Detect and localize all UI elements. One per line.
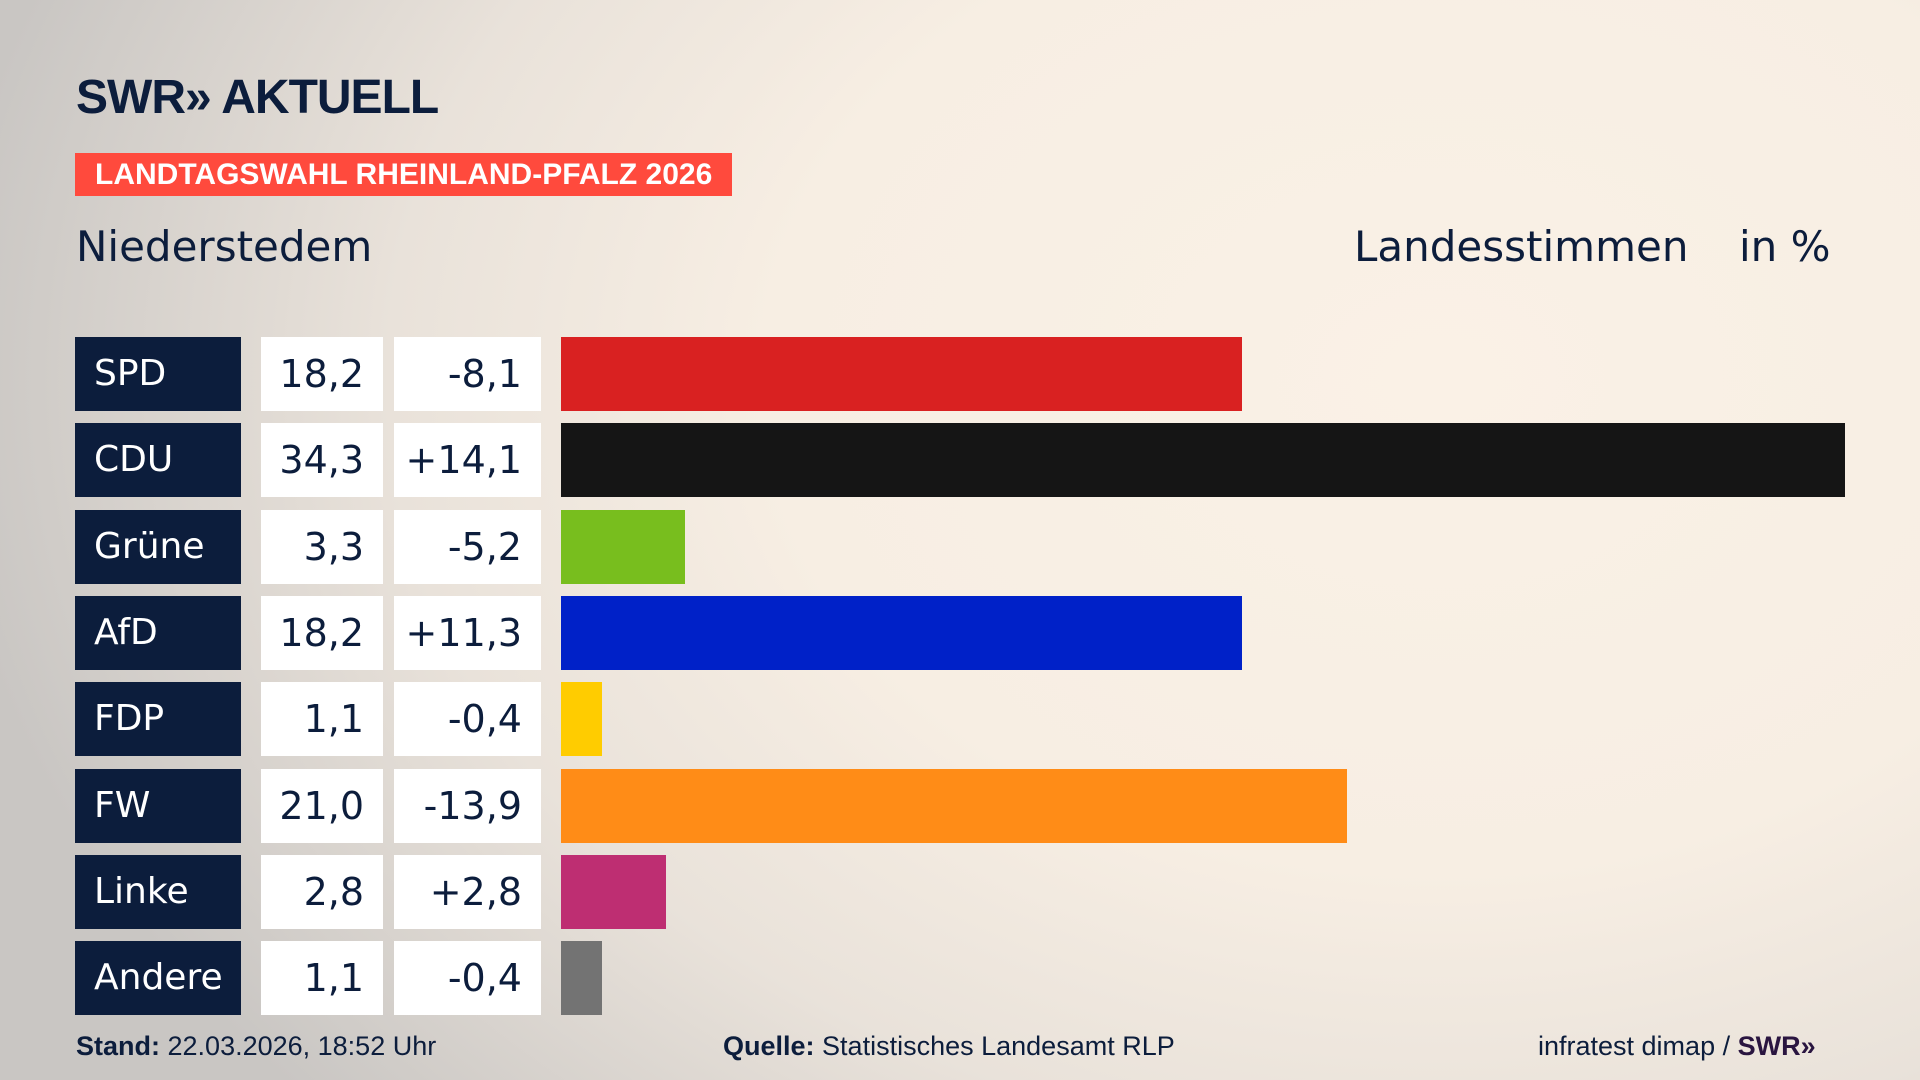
bar-grüne [561,509,685,584]
bar-andere [561,941,603,1016]
source: Quelle: Statistisches Landesamt RLP [723,1031,1175,1061]
value-label: 18,2 [261,595,383,670]
bar-spd [561,337,1243,411]
value-label: 18,2 [261,337,383,411]
party-label: AfD [75,595,241,670]
value-label: 3,3 [261,509,383,584]
party-label: Andere [75,941,241,1016]
swr-logo: SWR» [1737,1031,1816,1061]
bar-afd [561,595,1243,670]
measure-label: Landesstimmen [1354,222,1689,271]
diff-label: -8,1 [394,337,541,411]
credit: infratest dimap / SWR» [1538,1031,1816,1061]
value-label: 1,1 [261,682,383,757]
party-label: Linke [75,854,241,929]
swr-aktuell-logo: SWR» AKTUELL [76,71,439,124]
place-title: Niederstedem [76,222,373,271]
diff-label: -13,9 [394,768,541,843]
bar-fw [561,768,1348,843]
diff-label: -0,4 [394,682,541,757]
unit-label: in % [1739,222,1831,271]
timestamp: Stand: 22.03.2026, 18:52 Uhr [76,1031,437,1061]
party-label: Grüne [75,509,241,584]
bar-fdp [561,682,603,757]
value-label: 2,8 [261,854,383,929]
bar-linke [561,854,666,929]
value-label: 34,3 [261,423,383,498]
value-label: 1,1 [261,941,383,1016]
diff-label: +11,3 [394,595,541,670]
value-label: 21,0 [261,768,383,843]
party-label: FDP [75,682,241,757]
election-banner: LANDTAGSWAHL RHEINLAND-PFALZ 2026 [75,153,733,196]
diff-label: +14,1 [394,423,541,498]
diff-label: -5,2 [394,509,541,584]
party-label: FW [75,768,241,843]
bar-cdu [561,423,1845,498]
diff-label: -0,4 [394,941,541,1016]
party-label: SPD [75,337,241,411]
party-label: CDU [75,423,241,498]
diff-label: +2,8 [394,854,541,929]
